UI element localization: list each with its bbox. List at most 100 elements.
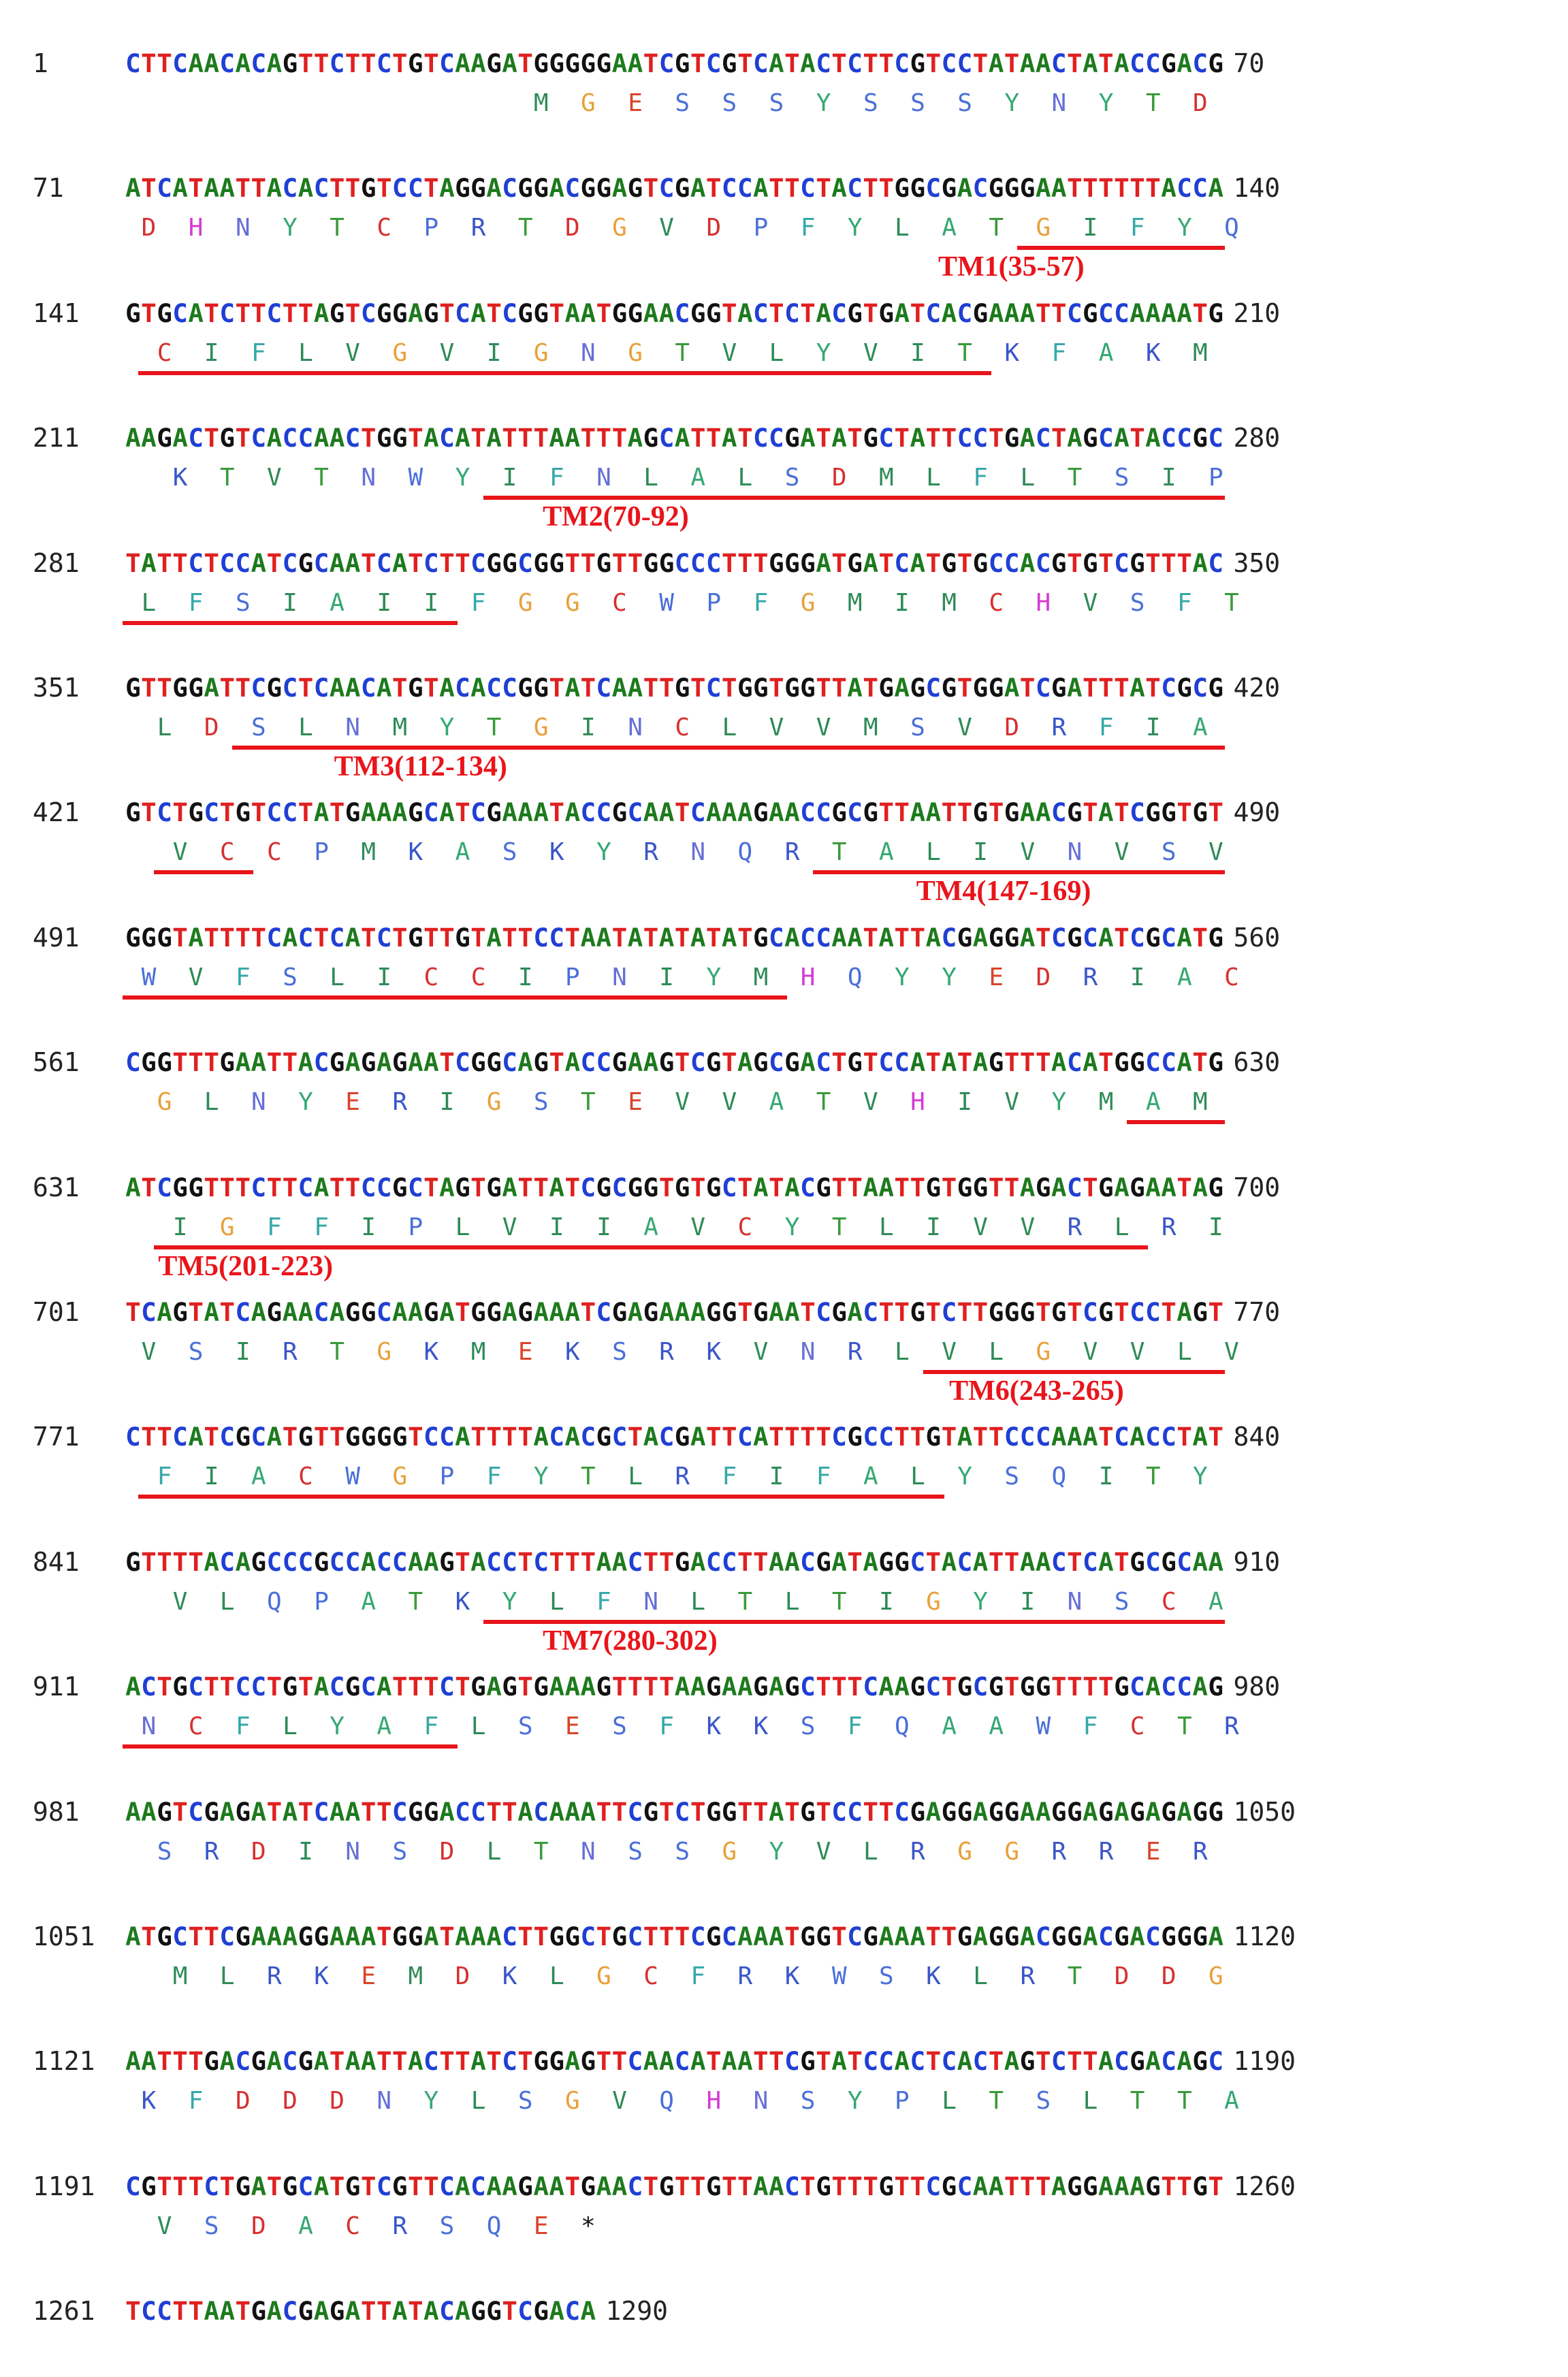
amino-acid: G bbox=[926, 1587, 941, 1616]
amino-acid: Y bbox=[847, 214, 863, 242]
amino-acid: F bbox=[235, 963, 251, 991]
sequence-row: 701 TCAGTATCAGAACAGGCAAGATGGAGAAATCGAGAAA… bbox=[0, 1253, 1568, 1407]
amino-acid: R bbox=[1020, 1962, 1036, 1990]
amino-acid: L bbox=[926, 838, 941, 867]
amino-acid: V bbox=[1224, 1338, 1239, 1366]
amino-acid: L bbox=[330, 963, 345, 991]
nucleotide-sequence: AATTTGACGACGATAATTACTTATCTGGAGTTCAACATAA… bbox=[125, 2046, 1224, 2077]
amino-acid: S bbox=[251, 714, 266, 741]
amino-acid: M bbox=[1193, 1088, 1208, 1117]
amino-acid: L bbox=[628, 1463, 643, 1491]
sequence-row: 491 GGGTATTTTCACTCATCTGTTGTATTCCTAATATATA… bbox=[0, 878, 1568, 1004]
amino-acid: I bbox=[172, 1213, 188, 1241]
amino-acid: N bbox=[251, 1088, 266, 1117]
amino-acid: F bbox=[251, 338, 266, 367]
amino-acid: S bbox=[204, 2212, 219, 2240]
amino-acid: I bbox=[1098, 1463, 1114, 1491]
amino-acid: A bbox=[643, 1213, 658, 1241]
amino-acid: F bbox=[1083, 1712, 1098, 1741]
amino-acid: D bbox=[706, 214, 722, 242]
amino-acid: L bbox=[895, 214, 910, 242]
amino-acid: L bbox=[470, 2087, 486, 2116]
amino-acid: T bbox=[989, 214, 1004, 242]
row-start-number: 631 bbox=[33, 1172, 80, 1202]
amino-acid: F bbox=[486, 1463, 502, 1491]
row-end-number: 1050 bbox=[1233, 1796, 1296, 1827]
amino-acid: R bbox=[643, 838, 658, 867]
amino-acid: L bbox=[1083, 2087, 1098, 2116]
amino-acid: F bbox=[816, 1463, 831, 1491]
amino-acid: N bbox=[1051, 89, 1067, 117]
amino-acid: V bbox=[942, 1338, 957, 1366]
row-end-number: 490 bbox=[1233, 797, 1281, 828]
amino-acid: G bbox=[1004, 1837, 1020, 1866]
row-end-number: 1190 bbox=[1233, 2046, 1296, 2077]
amino-acid: P bbox=[314, 838, 329, 867]
transmembrane-underline bbox=[154, 870, 254, 875]
amino-acid: V bbox=[345, 338, 360, 367]
amino-acid: R bbox=[659, 1338, 674, 1366]
amino-acid: L bbox=[973, 1962, 988, 1990]
amino-acid: S bbox=[1161, 838, 1177, 867]
amino-acid: T bbox=[408, 1587, 423, 1616]
amino-acid: I bbox=[549, 1213, 564, 1241]
amino-acid: E bbox=[1145, 1837, 1161, 1866]
amino-acid: I bbox=[517, 963, 533, 991]
amino-acid: Q bbox=[1051, 1463, 1067, 1491]
amino-acid: R bbox=[737, 1962, 753, 1990]
row-end-number: 1260 bbox=[1233, 2171, 1296, 2201]
amino-acid: I bbox=[204, 1463, 219, 1491]
sequence-row: 1121 AATTTGACGACGATAATTACTTATCTGGAGTTCAAC… bbox=[0, 2002, 1568, 2127]
amino-acid: D bbox=[1193, 89, 1208, 117]
row-end-number: 70 bbox=[1233, 48, 1265, 78]
amino-acid: Y bbox=[847, 2087, 863, 2116]
nucleotide-sequence: CTTCAACACAGTTCTTCTGTCAAGATGGGGGAATCGTCGT… bbox=[125, 48, 1224, 78]
amino-acid: H bbox=[706, 2087, 722, 2116]
amino-acid: C bbox=[345, 2212, 360, 2240]
row-start-number: 701 bbox=[33, 1297, 80, 1327]
sequence-row: 631 ATCGGTTTCTTCATTCCGCTAGTGATTATCGCGGTGT… bbox=[0, 1128, 1568, 1282]
amino-acid: I bbox=[973, 838, 988, 867]
amino-acid: T bbox=[737, 1587, 753, 1616]
amino-acid: S bbox=[800, 1712, 816, 1741]
amino-acid: N bbox=[345, 1837, 360, 1866]
amino-acid: T bbox=[1130, 2087, 1145, 2116]
amino-acid: K bbox=[706, 1338, 722, 1366]
amino-acid: V bbox=[1130, 1338, 1145, 1366]
amino-acid: F bbox=[267, 1213, 282, 1241]
amino-acid: M bbox=[1193, 338, 1208, 367]
amino-acid: P bbox=[423, 214, 439, 242]
amino-acid: A bbox=[1145, 1088, 1161, 1117]
amino-acid: V bbox=[863, 1088, 878, 1117]
amino-acid: A bbox=[989, 1712, 1004, 1741]
amino-acid: A bbox=[879, 838, 894, 867]
amino-acid: E bbox=[628, 89, 643, 117]
transmembrane-underline bbox=[1127, 1120, 1226, 1125]
amino-acid: K bbox=[753, 1712, 769, 1741]
amino-acid: L bbox=[989, 1338, 1004, 1366]
amino-acid: V bbox=[816, 714, 831, 741]
amino-acid: F bbox=[157, 1463, 172, 1491]
amino-acid: T bbox=[1177, 1712, 1192, 1741]
amino-acid: V bbox=[172, 838, 188, 867]
amino-acid: R bbox=[1161, 1213, 1177, 1241]
amino-acid: M bbox=[533, 89, 549, 117]
amino-acid: F bbox=[1177, 588, 1192, 617]
amino-acid: G bbox=[1036, 1338, 1051, 1366]
amino-acid: F bbox=[470, 588, 486, 617]
amino-acid: D bbox=[204, 714, 219, 741]
row-end-number: 140 bbox=[1233, 173, 1281, 204]
amino-acid: D bbox=[235, 2087, 251, 2116]
amino-acid: P bbox=[314, 1587, 329, 1616]
amino-acid: R bbox=[204, 1837, 219, 1866]
amino-acid: Y bbox=[942, 963, 957, 991]
nucleotide-sequence: GGGTATTTTCACTCATCTGTTGTATTCCTAATATATATAT… bbox=[125, 922, 1224, 953]
amino-acid: V bbox=[1004, 1088, 1020, 1117]
nucleotide-sequence: ATGCTTCGAAAGGAAATGGATAAACTTGGCTGCTTTCGCA… bbox=[125, 1921, 1224, 1951]
amino-acid: T bbox=[1145, 1463, 1161, 1491]
amino-acid: K bbox=[565, 1338, 580, 1366]
amino-acid: D bbox=[283, 2087, 298, 2116]
row-end-number: 980 bbox=[1233, 1672, 1281, 1702]
amino-acid: D bbox=[439, 1837, 455, 1866]
